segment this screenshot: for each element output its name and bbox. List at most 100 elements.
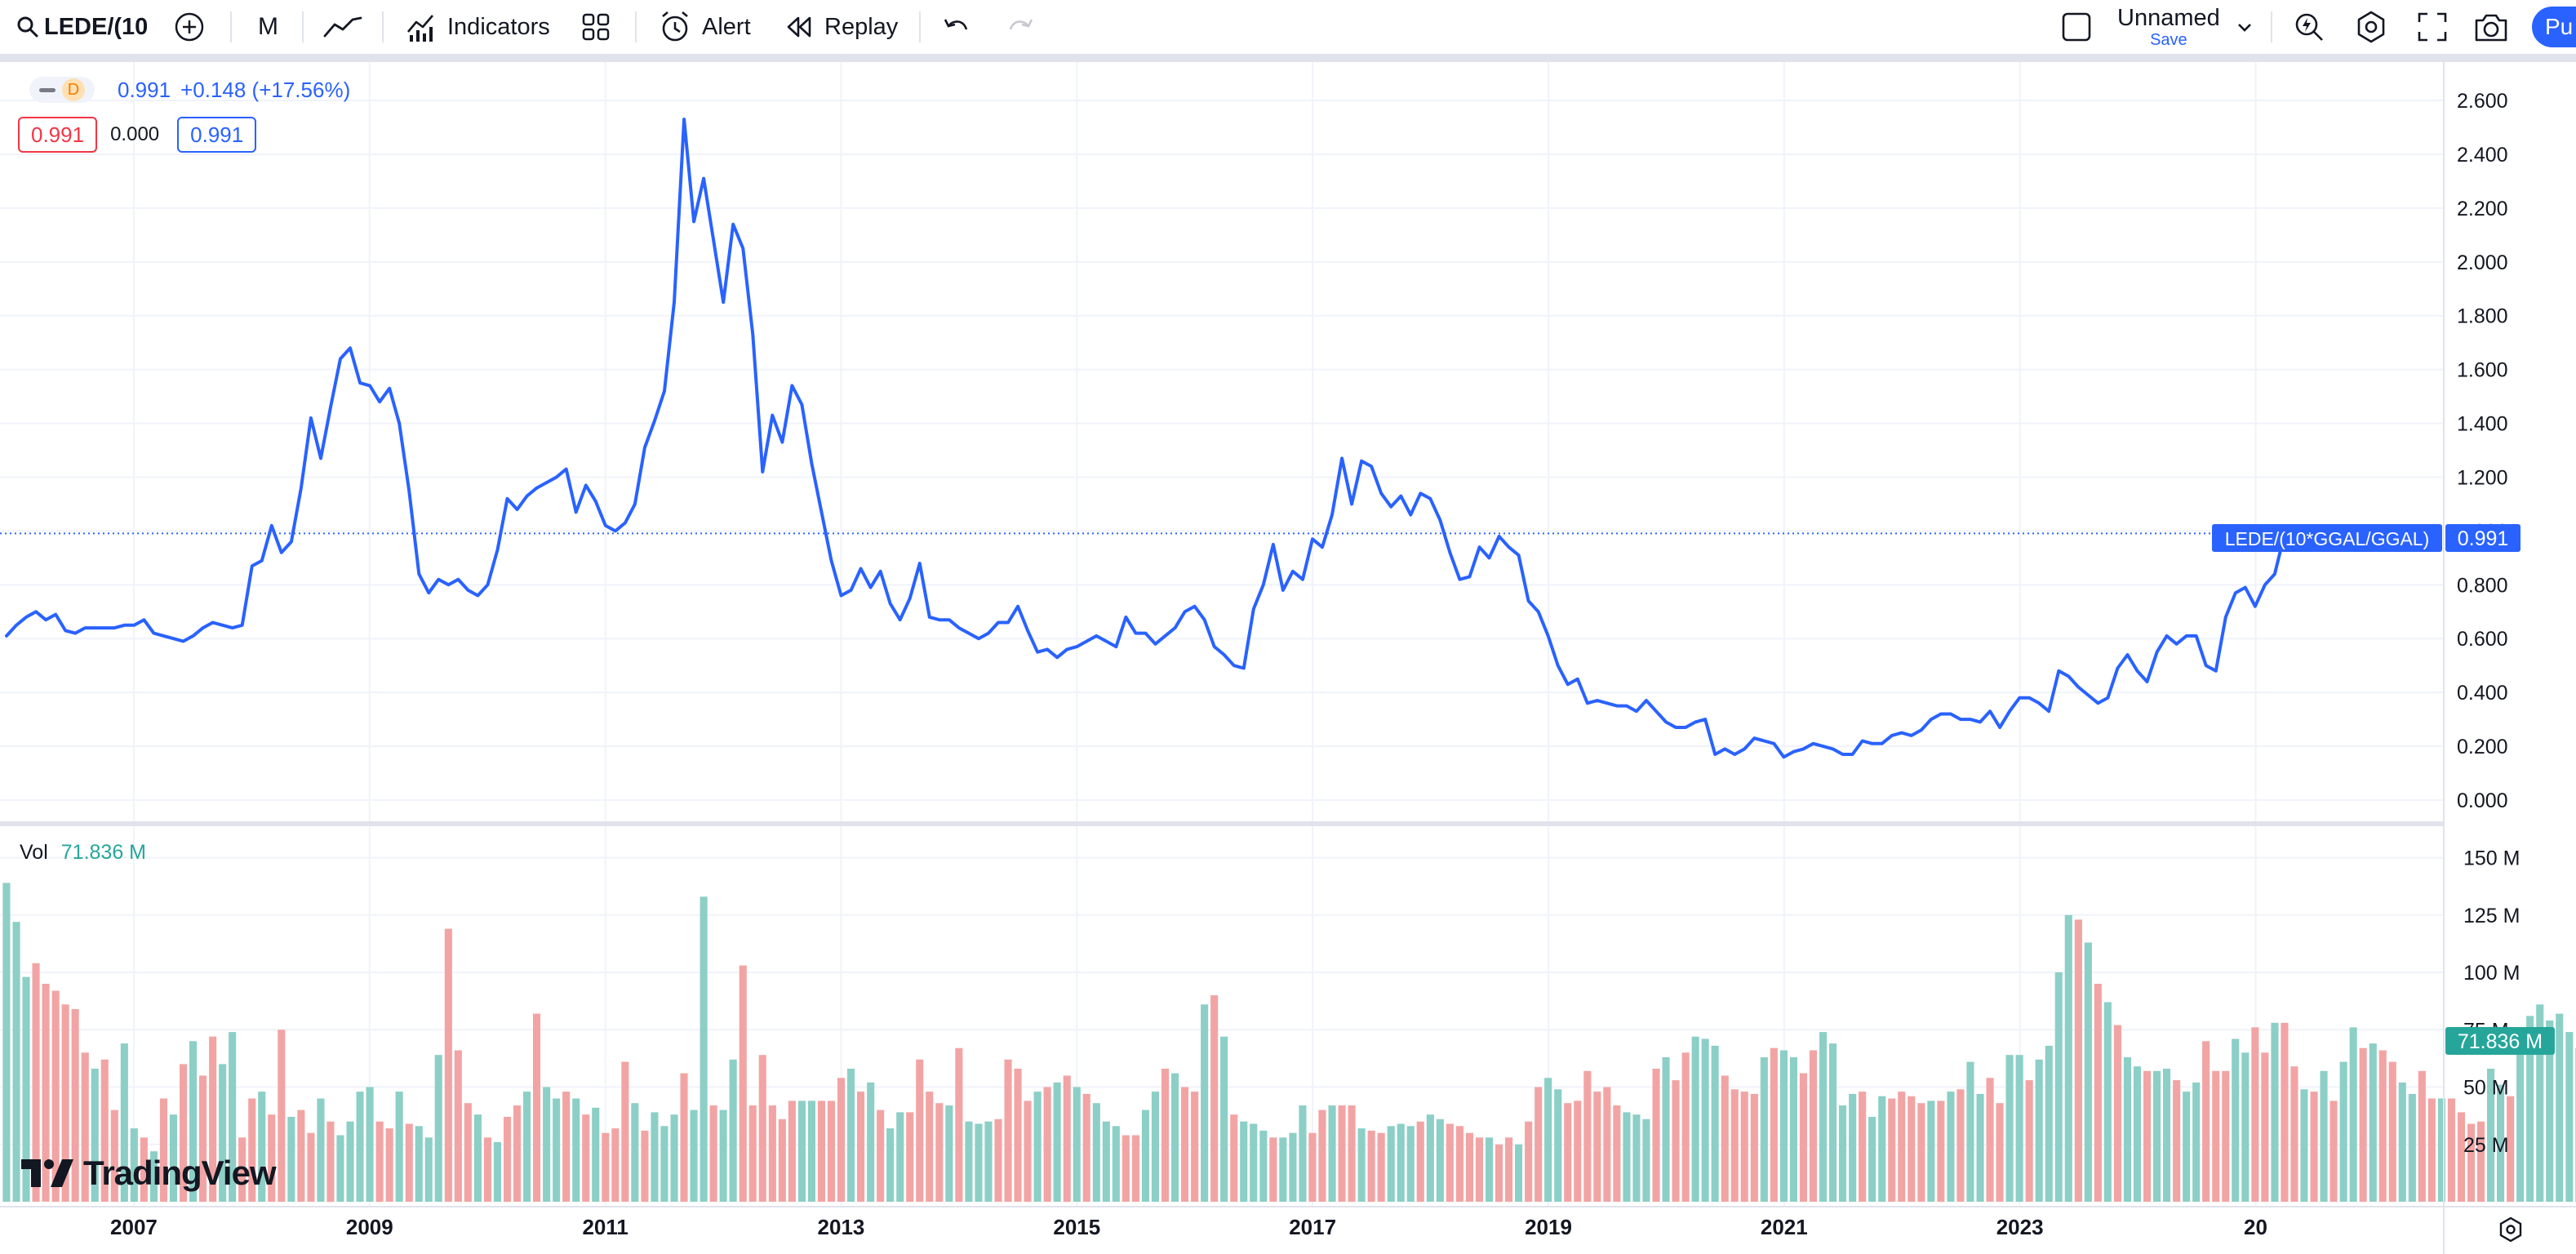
time-scale-settings-button[interactable] xyxy=(2499,1216,2522,1243)
volume-bar-up xyxy=(543,1087,551,1202)
publish-button[interactable]: Pu xyxy=(2532,7,2576,47)
bid-ask-legend: 0.991 0.000 0.991 xyxy=(18,116,257,153)
volume-bar-down xyxy=(2261,1052,2269,1202)
volume-bar-up xyxy=(984,1121,993,1203)
volume-bar-down xyxy=(1652,1069,1660,1202)
top-toolbar: LEDE/(10 M Indicators Alert Replay Unnam… xyxy=(0,0,2576,54)
volume-bar-down xyxy=(1495,1144,1503,1203)
volume-bar-up xyxy=(219,1064,227,1202)
buy-price-box[interactable]: 0.991 xyxy=(177,117,257,153)
indicator-templates-button[interactable] xyxy=(581,7,611,47)
volume-bar-down xyxy=(2025,1080,2033,1202)
select-layout-button[interactable] xyxy=(2060,7,2093,47)
tradingview-logo[interactable]: TradingView xyxy=(21,1153,277,1194)
symbol-search-button[interactable]: LEDE/(10 xyxy=(16,7,147,47)
redo-icon xyxy=(1009,19,1033,30)
volume-bar-up xyxy=(1279,1137,1287,1202)
replay-label: Replay xyxy=(824,13,899,40)
layout-menu-button[interactable] xyxy=(2235,7,2254,47)
undo-button[interactable] xyxy=(942,7,971,47)
toolbar-divider xyxy=(635,11,637,42)
volume-bar-up xyxy=(1789,1057,1797,1202)
volume-bar-down xyxy=(2378,1050,2387,1202)
volume-bar-up xyxy=(660,1126,668,1202)
volume-bar-up xyxy=(2133,1066,2141,1202)
volume-bar-down xyxy=(1730,1089,1739,1202)
layout-name-button[interactable]: Unnamed Save xyxy=(2117,3,2220,51)
volume-bar-down xyxy=(2388,1061,2396,1202)
volume-bar-up xyxy=(1642,1118,1650,1202)
screenshot-button[interactable] xyxy=(2473,7,2509,47)
volume-bar-down xyxy=(1308,1132,1317,1202)
price-tick-label: 0.600 xyxy=(2457,628,2508,651)
volume-bar-up xyxy=(2487,1069,2495,1202)
volume-bar-up xyxy=(896,1112,904,1202)
volume-bar-up xyxy=(2349,1027,2357,1202)
time-scale[interactable]: 2007 2009 2011 2013 2015 2017 2019 2021 2023 20 xyxy=(110,1215,2267,1239)
volume-bar-down xyxy=(1121,1135,1130,1202)
tradingview-logo-text: TradingView xyxy=(83,1154,277,1192)
pane-separator[interactable] xyxy=(0,821,2444,826)
price-scale[interactable]: 2.600 2.400 2.200 2.000 1.800 1.600 1.400 1.200… xyxy=(2457,90,2508,812)
redo-button[interactable] xyxy=(1006,7,1035,47)
volume-bar-up xyxy=(2084,942,2092,1202)
volume-bar-down xyxy=(1996,1103,2004,1202)
volume-bar-down xyxy=(2330,1101,2338,1202)
volume-tick-label: 150 M xyxy=(2463,847,2520,870)
volume-bar-down xyxy=(51,990,60,1202)
price-tick-label: 1.200 xyxy=(2457,466,2508,489)
indicators-button[interactable]: Indicators xyxy=(405,7,550,47)
last-volume-text: 71.836 M xyxy=(2458,1030,2543,1053)
volume-bar-down xyxy=(2359,1047,2367,1202)
symbol-price-label: LEDE/(10*GGAL/GGAL) xyxy=(2212,524,2442,552)
volume-bar-up xyxy=(1662,1057,1670,1202)
volume-bar-up xyxy=(258,1092,266,1202)
settings-button[interactable] xyxy=(2354,7,2388,47)
volume-bar-down xyxy=(1937,1101,1945,1202)
sell-price-box[interactable]: 0.991 xyxy=(18,117,98,153)
volume-bar-up xyxy=(719,1109,727,1202)
chart-type-button[interactable] xyxy=(323,7,362,47)
quick-search-button[interactable] xyxy=(2292,7,2326,47)
volume-bar-down xyxy=(758,1055,766,1202)
alarm-clock-icon xyxy=(662,11,688,42)
volume-legend-label: Vol xyxy=(20,841,48,864)
interval-button[interactable]: M xyxy=(258,13,278,40)
volume-bar-up xyxy=(2103,1002,2112,1202)
chart-area[interactable]: 2.600 2.400 2.200 2.000 1.800 1.600 1.400 1.200… xyxy=(0,62,2576,1254)
volume-bar-down xyxy=(1082,1093,1090,1202)
compare-symbol-button[interactable] xyxy=(173,7,206,47)
volume-bar-down xyxy=(1475,1137,1483,1202)
square-icon xyxy=(2062,12,2091,42)
hide-icon xyxy=(39,88,56,92)
legend-toggle-button[interactable]: D xyxy=(29,77,95,103)
volume-bar-up xyxy=(1554,1089,1562,1202)
volume-bar-down xyxy=(1465,1132,1473,1202)
save-label: Save xyxy=(2150,31,2187,49)
time-tick-label: 2015 xyxy=(1053,1215,1100,1239)
volume-bar-down xyxy=(680,1073,688,1202)
volume-bar-down xyxy=(768,1105,776,1202)
volume-bar-up xyxy=(553,1098,561,1202)
volume-bar-up xyxy=(189,1041,198,1202)
volume-bar-down xyxy=(611,1128,620,1202)
volume-bar-up xyxy=(1073,1087,1081,1202)
volume-bar-down xyxy=(2143,1070,2152,1202)
fullscreen-icon xyxy=(2418,12,2447,42)
volume-bar-up xyxy=(1947,1092,1955,1202)
fullscreen-button[interactable] xyxy=(2416,7,2449,47)
volume-bar-up xyxy=(1357,1128,1366,1202)
volume-bar-up xyxy=(2054,972,2063,1202)
volume-bar-up xyxy=(346,1121,354,1203)
volume-bar-down xyxy=(307,1132,315,1202)
replay-button[interactable]: Replay xyxy=(785,7,898,47)
grid-icon xyxy=(582,13,610,41)
volume-bar-up xyxy=(975,1123,983,1202)
volume-bar-down xyxy=(739,965,747,1202)
volume-bar-down xyxy=(1740,1092,1748,1202)
time-tick-label: 2023 xyxy=(1996,1215,2044,1239)
volume-bar-up xyxy=(807,1101,815,1202)
alert-button[interactable]: Alert xyxy=(658,7,751,47)
volume-bar-down xyxy=(483,1137,491,1202)
volume-bar-up xyxy=(1819,1032,1828,1202)
